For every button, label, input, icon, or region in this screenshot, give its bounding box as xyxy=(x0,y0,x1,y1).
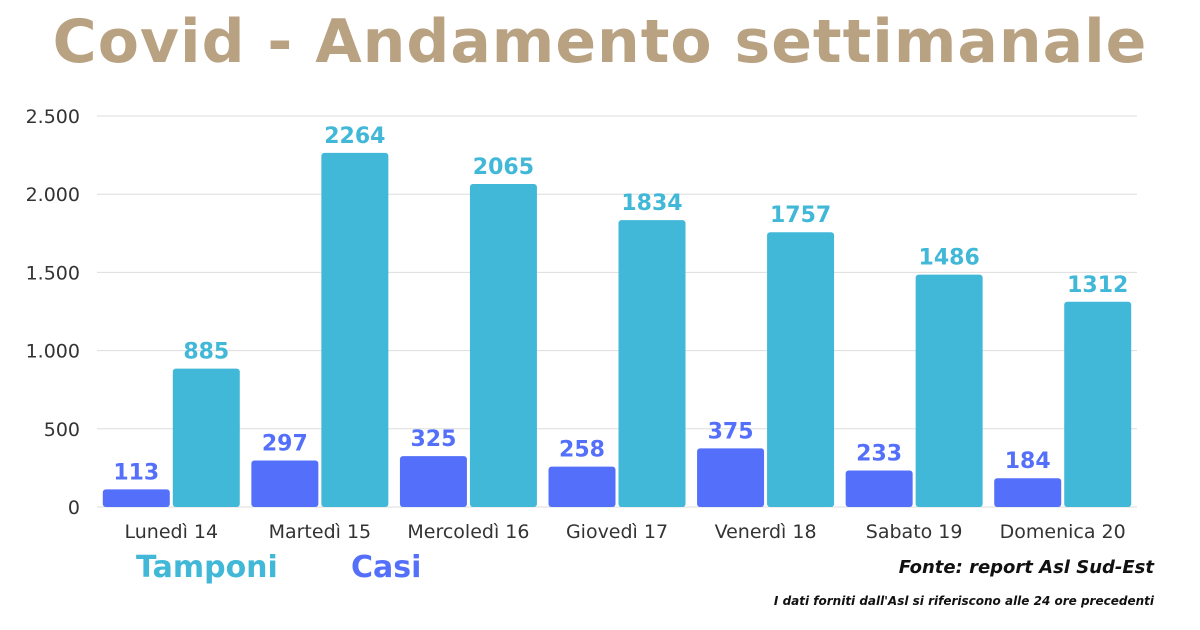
legend-tamponi: Tamponi xyxy=(136,550,278,585)
x-tick-label: Sabato 19 xyxy=(866,521,963,543)
bar-casi xyxy=(697,448,765,507)
bar-casi xyxy=(845,470,913,507)
data-label-casi: 258 xyxy=(559,438,605,463)
x-axis-ticks: Lunedì 14 Martedì 15 Mercoledì 16 Giovedì 1… xyxy=(124,521,1125,543)
x-tick-label: Giovedì 17 xyxy=(566,521,668,543)
data-label-casi: 113 xyxy=(113,460,159,485)
bar-tamponi xyxy=(469,184,537,507)
bar-casi xyxy=(548,466,616,507)
data-label-casi: 297 xyxy=(262,432,308,457)
data-label-casi: 233 xyxy=(856,442,902,467)
data-label-tamponi: 2065 xyxy=(473,155,534,180)
x-tick-label: Lunedì 14 xyxy=(124,521,218,543)
bars xyxy=(102,152,1132,507)
data-labels: 113 885 297 2264 325 2065 258 1834 375 1757 233 148… xyxy=(113,124,1128,485)
bar-tamponi xyxy=(321,152,389,507)
data-label-tamponi: 1486 xyxy=(919,246,980,271)
data-label-casi: 375 xyxy=(708,419,754,444)
bar-casi xyxy=(399,456,467,507)
data-label-casi: 184 xyxy=(1005,449,1051,474)
bar-casi xyxy=(251,460,319,507)
bar-casi xyxy=(994,478,1062,507)
y-tick-label: 2.000 xyxy=(26,184,80,206)
bar-tamponi xyxy=(1064,301,1132,507)
x-tick-label: Martedì 15 xyxy=(269,521,372,543)
bar-tamponi xyxy=(915,274,983,507)
chart-title: Covid - Andamento settimanale xyxy=(52,7,1148,77)
x-tick-label: Venerdì 18 xyxy=(715,521,817,543)
bar-tamponi xyxy=(767,232,835,507)
x-tick-label: Domenica 20 xyxy=(1000,521,1126,543)
bar-tamponi xyxy=(172,368,240,507)
note-text: I dati forniti dall'Asl si riferiscono a… xyxy=(773,594,1154,608)
data-label-tamponi: 1834 xyxy=(621,191,682,216)
y-tick-label: 500 xyxy=(44,419,80,441)
bar-casi xyxy=(102,489,170,507)
data-label-tamponi: 1312 xyxy=(1067,273,1128,298)
y-tick-label: 1.000 xyxy=(26,341,80,363)
data-label-casi: 325 xyxy=(410,427,456,452)
y-tick-label: 0 xyxy=(68,497,80,519)
x-tick-label: Mercoledì 16 xyxy=(407,521,529,543)
y-axis-ticks: 0 500 1.000 1.500 2.000 2.500 xyxy=(26,106,80,519)
bar-tamponi xyxy=(618,220,686,507)
legend-casi: Casi xyxy=(351,550,422,585)
y-tick-label: 2.500 xyxy=(26,106,80,128)
source-text: Fonte: report Asl Sud-Est xyxy=(898,557,1154,578)
data-label-tamponi: 2264 xyxy=(324,124,385,149)
y-tick-label: 1.500 xyxy=(26,262,80,284)
data-label-tamponi: 885 xyxy=(183,340,229,365)
data-label-tamponi: 1757 xyxy=(770,203,831,228)
